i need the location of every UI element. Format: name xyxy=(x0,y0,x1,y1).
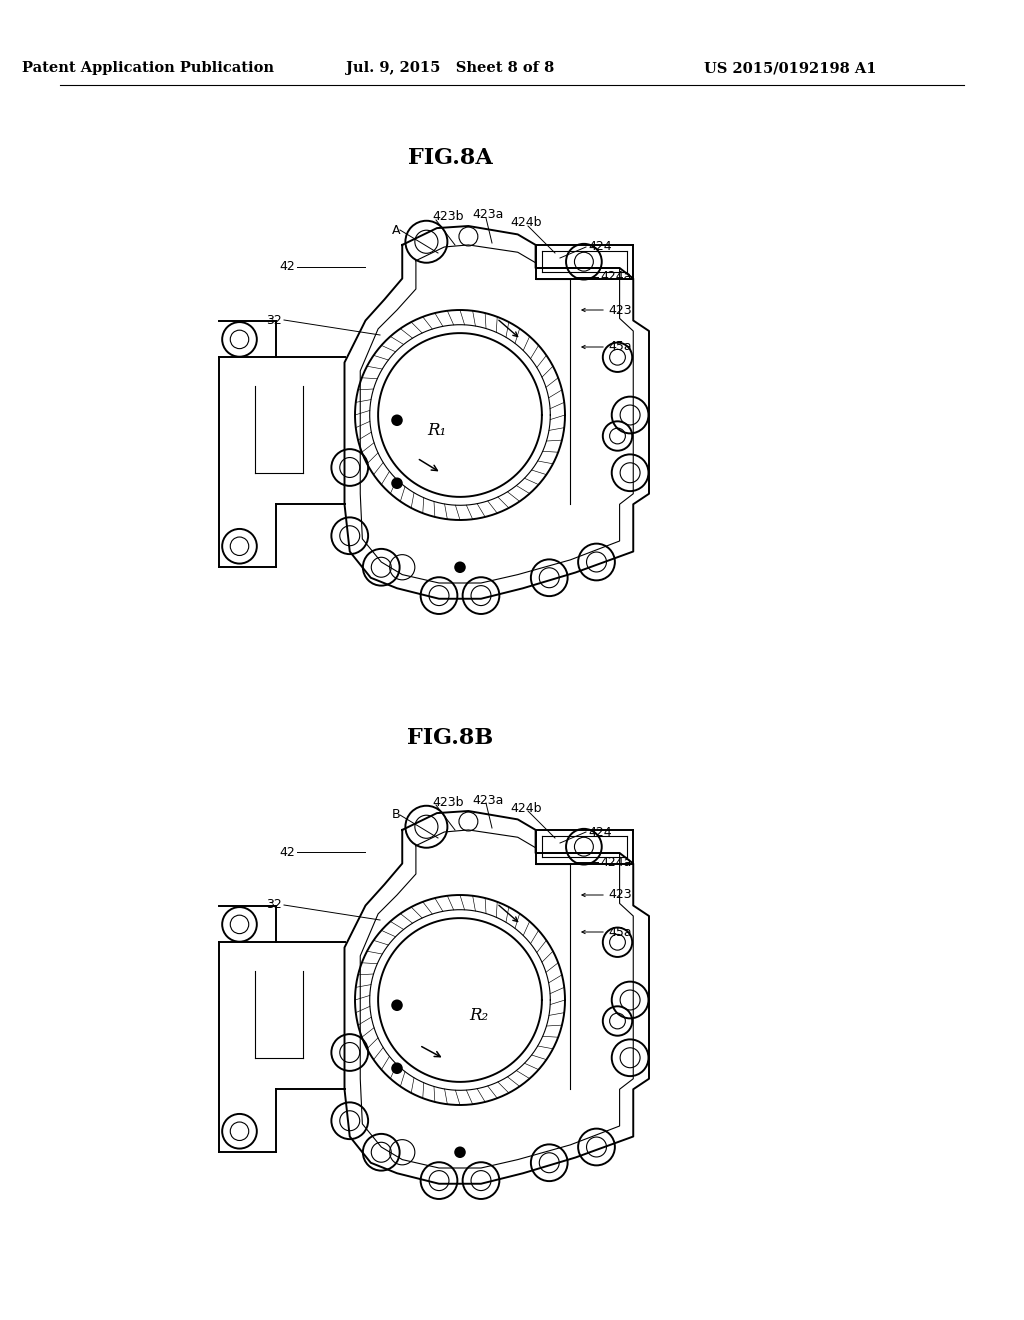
Text: 424b: 424b xyxy=(510,801,542,814)
Text: 424a: 424a xyxy=(600,271,632,284)
Text: 423: 423 xyxy=(608,888,632,902)
Text: 423b: 423b xyxy=(432,796,464,808)
Text: R₁: R₁ xyxy=(427,422,446,440)
Text: FIG.8B: FIG.8B xyxy=(407,727,494,748)
Circle shape xyxy=(455,1147,466,1158)
Text: R₂: R₂ xyxy=(469,1007,488,1024)
Text: 424b: 424b xyxy=(510,216,542,230)
Text: 423: 423 xyxy=(608,304,632,317)
Text: 424: 424 xyxy=(588,825,611,838)
Text: A: A xyxy=(392,223,400,236)
Text: Patent Application Publication: Patent Application Publication xyxy=(22,61,274,75)
Text: Jul. 9, 2015   Sheet 8 of 8: Jul. 9, 2015 Sheet 8 of 8 xyxy=(346,61,554,75)
Text: B: B xyxy=(392,808,400,821)
Text: 42: 42 xyxy=(280,260,295,273)
Text: 45a: 45a xyxy=(608,925,632,939)
Text: FIG.8A: FIG.8A xyxy=(408,147,493,169)
Text: 423b: 423b xyxy=(432,210,464,223)
Text: 424a: 424a xyxy=(600,855,632,869)
Text: 45a: 45a xyxy=(608,341,632,354)
Circle shape xyxy=(391,478,402,488)
Circle shape xyxy=(391,414,402,426)
Text: US 2015/0192198 A1: US 2015/0192198 A1 xyxy=(703,61,877,75)
Text: 32: 32 xyxy=(266,314,282,326)
Text: 423a: 423a xyxy=(472,209,504,222)
Circle shape xyxy=(391,999,402,1011)
Circle shape xyxy=(455,561,466,573)
Text: 42: 42 xyxy=(280,846,295,858)
Circle shape xyxy=(391,1063,402,1074)
Text: 32: 32 xyxy=(266,899,282,912)
Text: 424: 424 xyxy=(588,240,611,253)
Text: 423a: 423a xyxy=(472,793,504,807)
